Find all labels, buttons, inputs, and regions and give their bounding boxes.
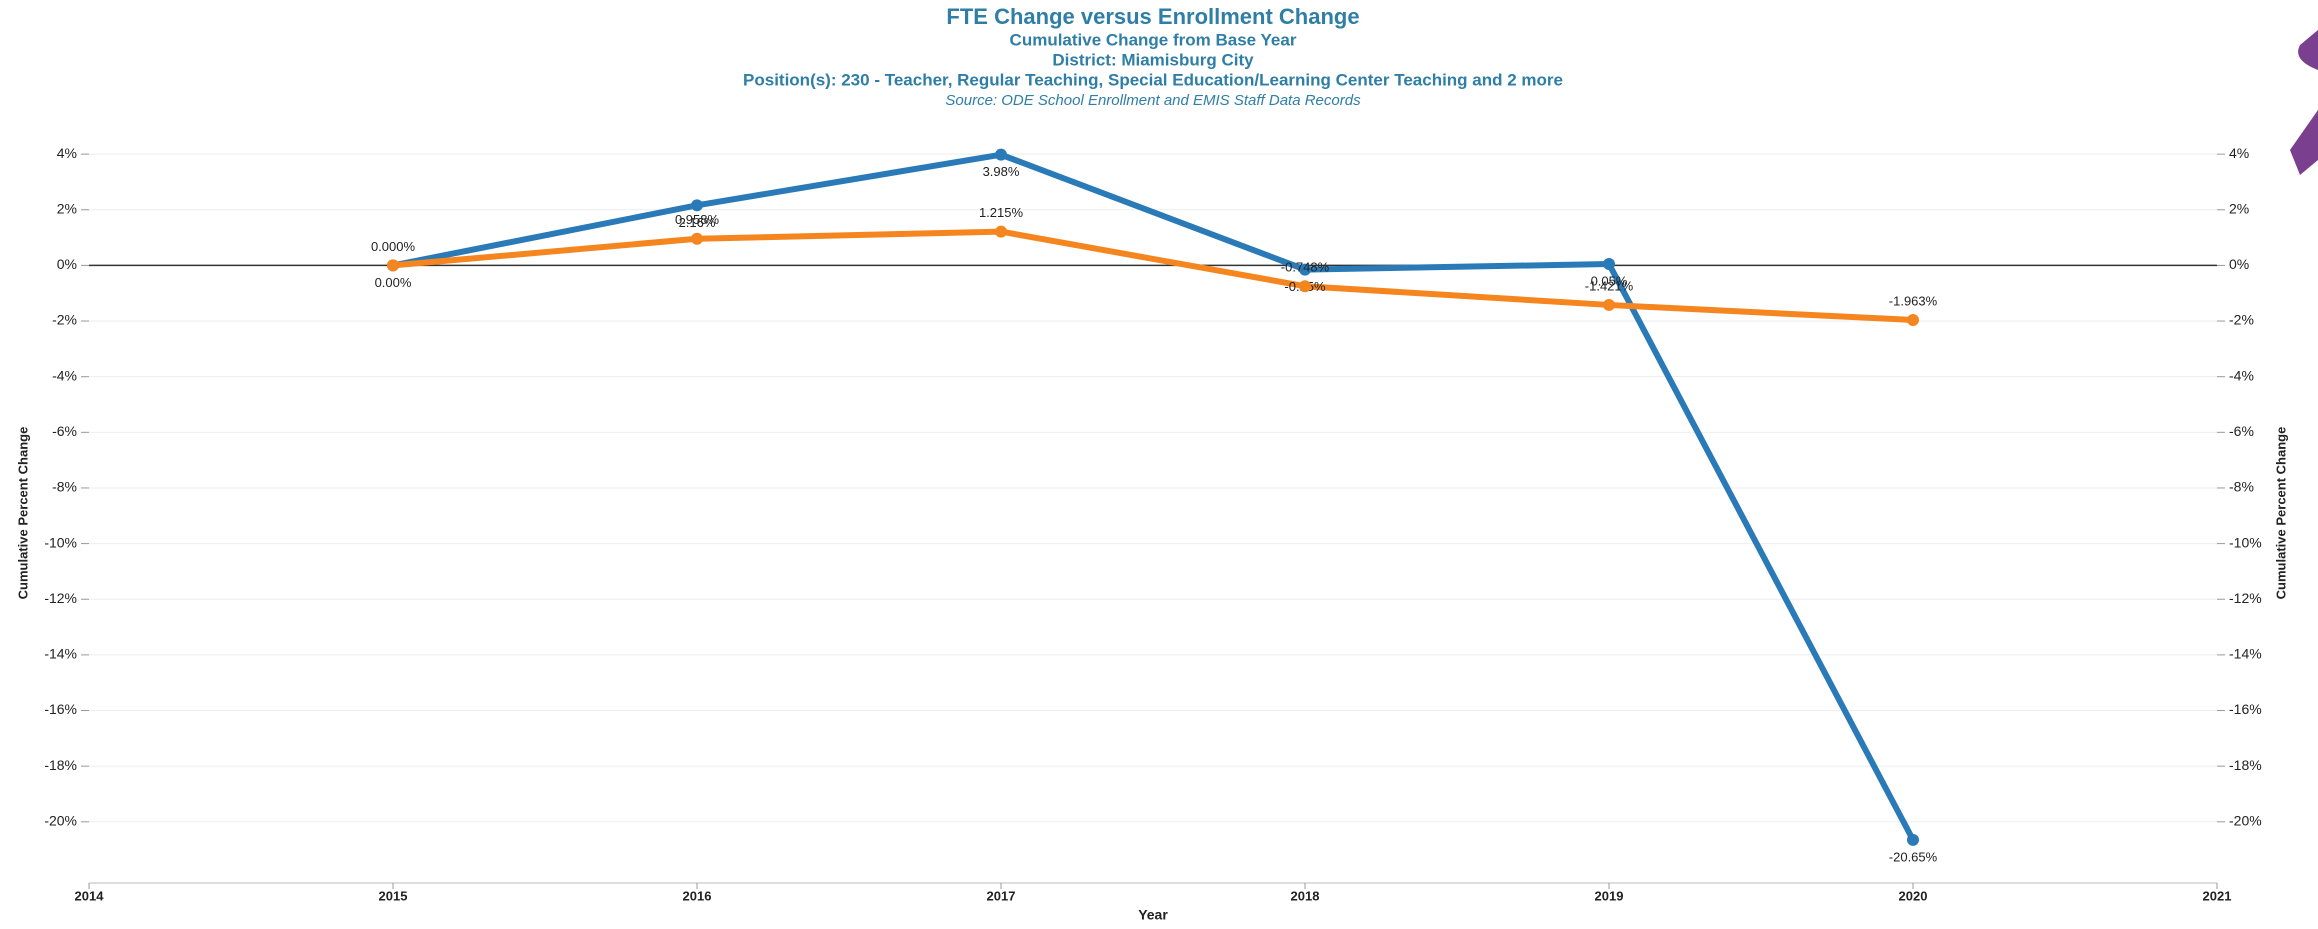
x-tick-label: 2014 [75,888,105,903]
data-point [1603,258,1615,271]
y2-tick-label: -20% [2229,813,2262,829]
y2-tick-label: -16% [2229,701,2262,717]
positions: Position(s): 230 - Teacher, Regular Teac… [743,70,1563,89]
x-axis-title: Year [1138,907,1168,923]
chart-subtitle: Cumulative Change from Base Year [1010,30,1297,49]
y-tick-label: -2% [52,312,77,328]
y-tick-label: -20% [44,813,77,829]
x-tick-label: 2017 [987,888,1016,903]
x-tick-label: 2020 [1899,888,1928,903]
y-tick-label: -14% [44,646,77,662]
data-label: 0.958% [675,212,720,227]
y-tick-label: -8% [52,479,77,495]
y2-tick-label: -2% [2229,312,2254,328]
y-tick-label: -16% [44,701,77,717]
y2-axis-title: Cumulative Percent Change [2273,427,2288,600]
data-label: 0.00% [375,275,412,290]
district: District: Miamisburg City [1052,50,1254,69]
series-line [392,151,1916,842]
y-tick-label: -10% [44,534,77,550]
data-point [691,232,703,245]
y2-tick-label: -10% [2229,534,2262,550]
data-label: -1.963% [1889,293,1938,308]
y-tick-label: -18% [44,757,77,773]
data-label: 2.16% [679,215,716,230]
data-point [387,259,399,272]
y2-tick-label: -12% [2229,590,2262,606]
x-tick-label: 2016 [683,888,712,903]
data-point [995,148,1007,161]
data-label: -20.65% [1889,849,1938,864]
y2-tick-label: -18% [2229,757,2262,773]
x-tick-label: 2015 [379,888,408,903]
y-tick-label: -4% [52,367,77,383]
y2-tick-label: -14% [2229,646,2262,662]
decoration [2290,110,2318,175]
y2-tick-label: -4% [2229,367,2254,383]
y2-tick-label: -8% [2229,479,2254,495]
y2-tick-label: 4% [2229,145,2249,161]
y-tick-label: 4% [57,145,77,161]
data-point [1603,298,1615,311]
x-tick-label: 2018 [1291,888,1320,903]
y-axis-title: Cumulative Percent Change [15,427,30,600]
data-point [1299,280,1311,293]
data-point [1299,263,1311,276]
y-tick-label: 2% [57,200,77,216]
data-point [995,225,1007,238]
x-tick-label: 2021 [2203,888,2232,903]
decoration [2298,30,2318,70]
y2-tick-label: -6% [2229,423,2254,439]
y-tick-label: -12% [44,590,77,606]
source: Source: ODE School Enrollment and EMIS S… [945,92,1361,109]
y-tick-label: 0% [57,256,77,272]
series-line [392,228,1914,324]
x-tick-label: 2019 [1595,888,1624,903]
data-label: -1.421% [1585,278,1634,293]
data-label: 0.000% [371,239,416,254]
data-label: 0.05% [1591,273,1628,288]
data-label: 3.98% [983,164,1020,179]
data-label: 1.215% [979,205,1024,220]
data-label: -0.748% [1281,260,1330,275]
data-point [1907,833,1919,846]
chart-title: FTE Change versus Enrollment Change [946,4,1359,29]
y2-tick-label: 2% [2229,200,2249,216]
y-tick-label: -6% [52,423,77,439]
data-point [691,199,703,212]
data-point [1907,314,1919,327]
y2-tick-label: 0% [2229,256,2249,272]
